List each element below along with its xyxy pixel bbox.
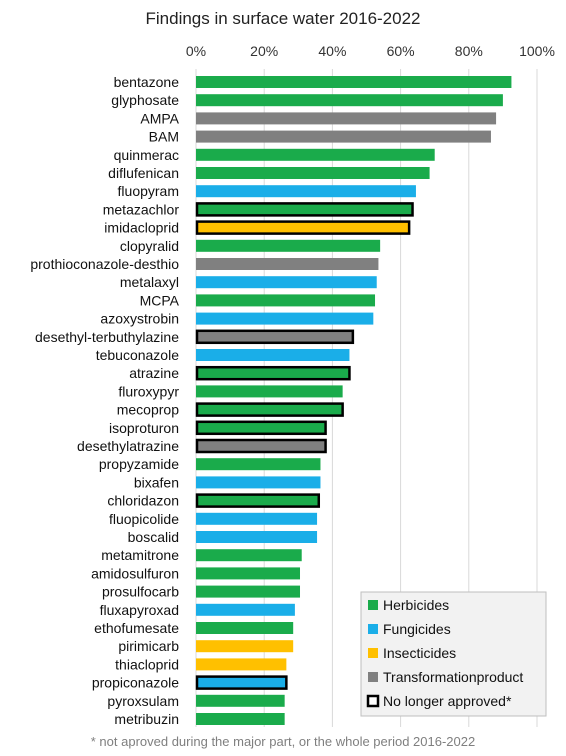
category-label: pirimicarb: [118, 638, 179, 654]
category-label: bentazone: [114, 74, 180, 90]
category-label: fluroxypyr: [118, 383, 179, 399]
bar: [195, 365, 351, 381]
category-label: quinmerac: [114, 147, 179, 163]
footnote: * not aproved during the major part, or …: [90, 734, 476, 749]
legend-label: Herbicides: [383, 597, 449, 613]
category-label: thiacloprid: [115, 656, 179, 672]
bar: [196, 531, 318, 543]
x-tick-label: 0%: [186, 43, 206, 59]
category-label: pyroxsulam: [107, 693, 179, 709]
category-label: metalaxyl: [120, 274, 179, 290]
bar: [196, 312, 374, 325]
legend: Herbicides Fungicides Insecticides Transfor…: [360, 591, 547, 717]
bar: [196, 167, 430, 179]
category-label: desethylatrazine: [77, 438, 179, 454]
legend-swatch: [368, 624, 378, 634]
category-label: amidosulfuron: [91, 565, 179, 581]
bar: [196, 276, 377, 289]
legend-label: Fungicides: [383, 621, 451, 637]
category-label: fluopicolide: [109, 511, 179, 527]
category-label: propiconazole: [92, 675, 179, 691]
bar: [196, 258, 379, 270]
category-label: prosulfocarb: [102, 584, 179, 600]
bar: [196, 512, 318, 525]
category-label: boscalid: [128, 529, 179, 545]
bars: [195, 76, 512, 725]
category-label: metribuzin: [114, 711, 179, 727]
bar: [196, 458, 321, 471]
bar: [196, 549, 302, 562]
legend-label: No longer approved*: [383, 693, 512, 709]
category-label: imidacloprid: [104, 220, 179, 236]
legend-swatch: [368, 648, 378, 658]
bar: [196, 694, 285, 707]
bar: [196, 567, 301, 580]
bar: [196, 239, 381, 252]
bar: [196, 476, 321, 489]
bar: [195, 493, 321, 508]
bar: [196, 603, 295, 616]
bar: [196, 148, 435, 161]
bar: [196, 294, 376, 307]
bar: [195, 420, 327, 436]
bar: [195, 675, 288, 690]
bar: [195, 402, 344, 417]
x-tick-label: 100%: [519, 43, 555, 59]
category-label: MCPA: [140, 292, 180, 308]
category-label: fluopyram: [118, 183, 179, 199]
category-label: isoproturon: [109, 420, 179, 436]
bar: [196, 94, 503, 107]
category-label: azoxystrobin: [100, 311, 179, 327]
bar: [196, 349, 350, 361]
legend-swatch: [366, 694, 380, 708]
bar: [196, 112, 497, 125]
bar: [195, 329, 355, 345]
bar: [195, 202, 414, 217]
chart-title: Findings in surface water 2016-2022: [145, 9, 421, 28]
category-label: mecoprop: [117, 402, 179, 418]
bar: [196, 585, 301, 598]
bar: [195, 438, 327, 454]
bar: [195, 220, 411, 235]
category-label: metazachlor: [103, 201, 180, 217]
category-label: clopyralid: [120, 238, 179, 254]
category-label: fluxapyroxad: [100, 602, 179, 618]
legend-swatch: [368, 600, 378, 610]
legend-label: Transformationproduct: [383, 669, 523, 685]
x-tick-label: 80%: [455, 43, 483, 59]
legend-label: Insecticides: [383, 645, 456, 661]
category-label: atrazine: [129, 365, 179, 381]
bar: [196, 658, 287, 671]
x-axis-ticks: 0% 20% 40% 60% 80% 100%: [186, 43, 555, 59]
category-label: propyzamide: [99, 456, 179, 472]
category-label: prothioconazole-desthio: [30, 256, 179, 272]
bar: [196, 185, 416, 198]
bar: [196, 713, 285, 725]
category-label: ethofumesate: [94, 620, 179, 636]
x-tick-label: 40%: [318, 43, 346, 59]
legend-swatch: [368, 672, 378, 682]
bar: [196, 640, 294, 653]
x-tick-label: 20%: [250, 43, 278, 59]
category-label: desethyl-terbuthylazine: [35, 329, 179, 345]
y-axis-labels: bentazone glyphosate AMPA BAM quinmerac diflu…: [30, 74, 179, 727]
legend-box: [360, 591, 547, 717]
category-label: glyphosate: [111, 92, 179, 108]
category-label: metamitrone: [101, 547, 179, 563]
x-tick-label: 60%: [387, 43, 415, 59]
category-label: BAM: [149, 129, 179, 145]
bar: [196, 385, 343, 398]
category-label: tebuconazole: [96, 347, 180, 363]
category-label: chloridazon: [107, 493, 179, 509]
category-label: diflufenican: [108, 165, 179, 181]
bar: [196, 622, 294, 634]
category-label: bixafen: [134, 474, 179, 490]
bar: [196, 76, 512, 88]
bar: [196, 130, 491, 143]
category-label: AMPA: [140, 110, 179, 126]
